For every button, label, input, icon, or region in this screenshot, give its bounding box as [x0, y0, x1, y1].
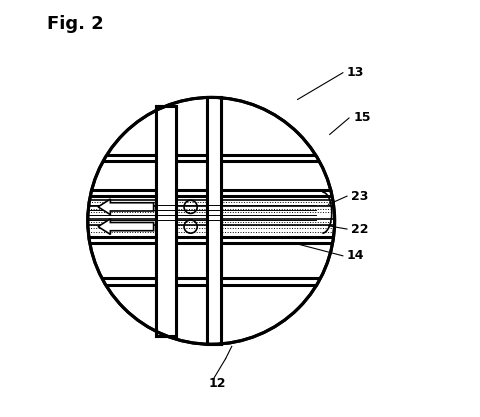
Bar	[207, 98, 221, 344]
Text: 23: 23	[351, 190, 369, 203]
Bar	[207, 98, 221, 344]
Text: 22: 22	[351, 223, 369, 236]
FancyArrow shape	[98, 219, 154, 234]
Bar	[156, 106, 176, 336]
Text: 12: 12	[209, 377, 226, 390]
FancyArrow shape	[98, 199, 154, 215]
Text: 14: 14	[347, 249, 364, 262]
Text: 13: 13	[347, 66, 364, 79]
Text: Fig. 2: Fig. 2	[47, 15, 103, 33]
Text: 15: 15	[353, 111, 371, 125]
Bar	[156, 106, 176, 336]
